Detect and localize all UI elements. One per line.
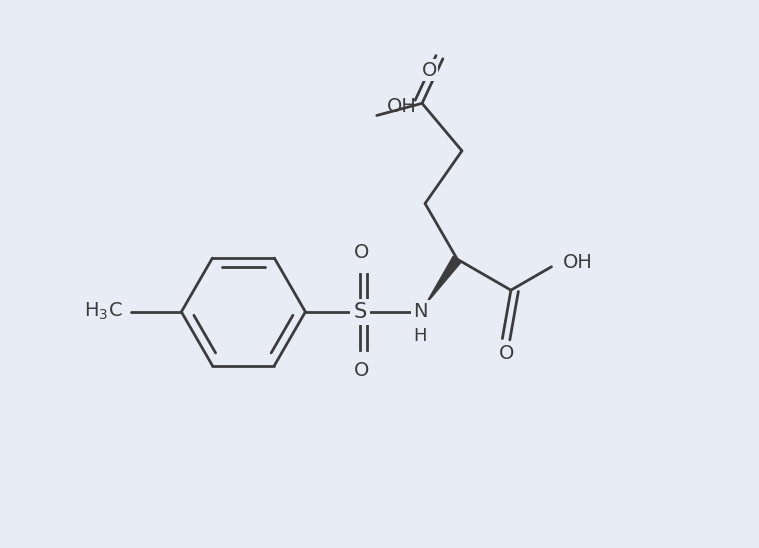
- Text: N: N: [413, 302, 427, 321]
- Text: O: O: [421, 61, 437, 79]
- Text: O: O: [499, 344, 514, 363]
- Text: O: O: [354, 361, 369, 380]
- Text: H: H: [414, 327, 427, 345]
- Text: OH: OH: [387, 97, 417, 116]
- Text: S: S: [353, 302, 367, 322]
- Text: $\mathregular{H_3C}$: $\mathregular{H_3C}$: [84, 301, 123, 322]
- Text: O: O: [354, 243, 369, 262]
- Polygon shape: [426, 256, 461, 304]
- Text: OH: OH: [563, 253, 593, 272]
